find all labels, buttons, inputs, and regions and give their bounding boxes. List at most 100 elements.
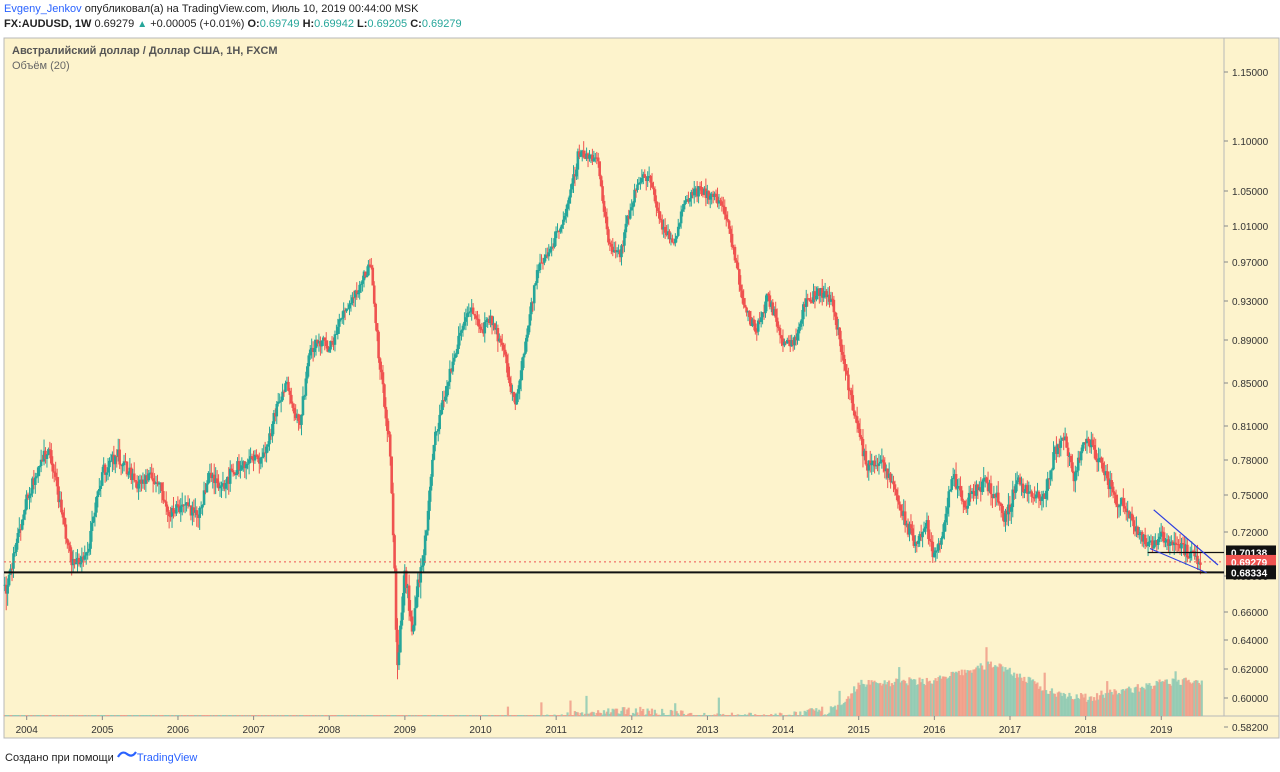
volume-bar [882,683,885,716]
candle-body [934,550,937,553]
candle-body [432,445,436,460]
volume-bar [768,715,771,716]
volume-bar [1141,686,1144,716]
candle-body [415,597,418,609]
trend-lines[interactable] [4,509,1224,574]
candle-body [842,354,846,365]
volume-bar [1181,679,1184,716]
x-tick-label: 2013 [696,725,719,736]
y-tick-label: 0.78000 [1232,456,1269,467]
candle-body [185,502,188,505]
candle-body [324,340,328,347]
candle-body [122,461,126,466]
candle-body [1156,539,1160,545]
candle-body [615,250,619,253]
volume-bar [822,714,825,716]
author-link[interactable]: Evgeny_Jenkov [4,3,82,15]
volume-bar [89,715,92,716]
candle-body [82,556,85,560]
candle-body [276,401,280,404]
candle-body [368,264,372,266]
candle-body [486,319,489,321]
volume-bar [330,715,334,716]
x-tick-label: 2009 [394,725,417,736]
volume-bar [300,715,303,716]
candle-body [988,483,991,492]
volume-bar [995,666,998,716]
candle-body [873,460,876,467]
candle-body [196,515,200,518]
candle-body [359,283,363,285]
volume-bar [249,715,252,716]
volume-bar [1001,666,1004,716]
volume-bar [272,715,275,716]
volume-bar [50,715,53,716]
candle-body [551,246,555,248]
volume-bar [818,709,821,716]
volume-bar [826,713,830,716]
volume-bar [6,715,9,716]
candle-body [274,413,277,417]
volume-bar [899,682,902,716]
candle-body [864,450,868,465]
channel-upper-line [1153,509,1219,566]
candle-body [467,312,471,314]
volume-bar [1071,698,1074,716]
volume-bar [893,681,896,716]
tradingview-brand[interactable]: TradingView [136,752,198,764]
volume-bar [348,715,351,716]
candle-body [649,175,652,183]
candle-body [1018,477,1022,485]
chart-frame[interactable]: 1.15000 1.10000 1.05000 1.01000 0.97000 0.930… [0,36,1280,740]
volume-bar [159,715,162,716]
candle-body [962,500,965,502]
volume-study-label[interactable]: Объём (20) [12,60,70,72]
volume-bar [671,710,674,716]
volume-bar [895,678,898,716]
plot-area[interactable] [3,37,1225,717]
volume-bar [575,711,578,716]
volume-bar [639,706,642,716]
y-axis-ticks: 1.150001.100001.050001.010000.970000.930… [1224,68,1269,734]
candle-body [304,378,308,396]
volume-bar [844,701,847,716]
candle-body [1001,505,1004,513]
candle-body [90,522,94,531]
volume-bar [1197,682,1200,716]
candle-body [575,169,578,177]
candle-body [307,355,311,367]
x-tick-label: 2007 [242,725,265,736]
volume-bar [1126,688,1129,716]
volume-bar [624,714,627,716]
candle-body [84,552,88,556]
volume-bar [375,715,379,716]
symbol-name[interactable]: FX:AUDUSD, 1W [4,18,92,30]
y-tick-label: 1.10000 [1232,137,1269,148]
volume-bar [429,715,432,716]
candle-body [1180,543,1183,549]
volume-bar [665,715,668,716]
volume-bar [563,715,566,716]
price-axis[interactable] [1223,37,1280,717]
candle-body [240,465,244,470]
candle-body [186,502,190,506]
candle-body [660,220,664,230]
volume-bar [887,680,891,716]
volume-bar [125,715,128,716]
volume-bar [354,715,357,716]
volume-bar [604,713,607,716]
candle-body [1011,489,1015,508]
candle-body [736,262,740,270]
volume-bar [1091,700,1094,716]
volume-bar [749,712,752,716]
volume-bar [454,715,457,716]
open-value: 0.69749 [259,18,300,30]
volume-bar [131,715,134,716]
volume-bar [885,684,888,716]
volume-bar [1151,688,1154,716]
candle-body [943,522,946,532]
volume-bar [1178,684,1182,716]
volume-bar [112,715,115,716]
candle-body [752,319,756,324]
price-chart[interactable]: 1.150001.100001.050001.010000.970000.930… [0,36,1280,740]
